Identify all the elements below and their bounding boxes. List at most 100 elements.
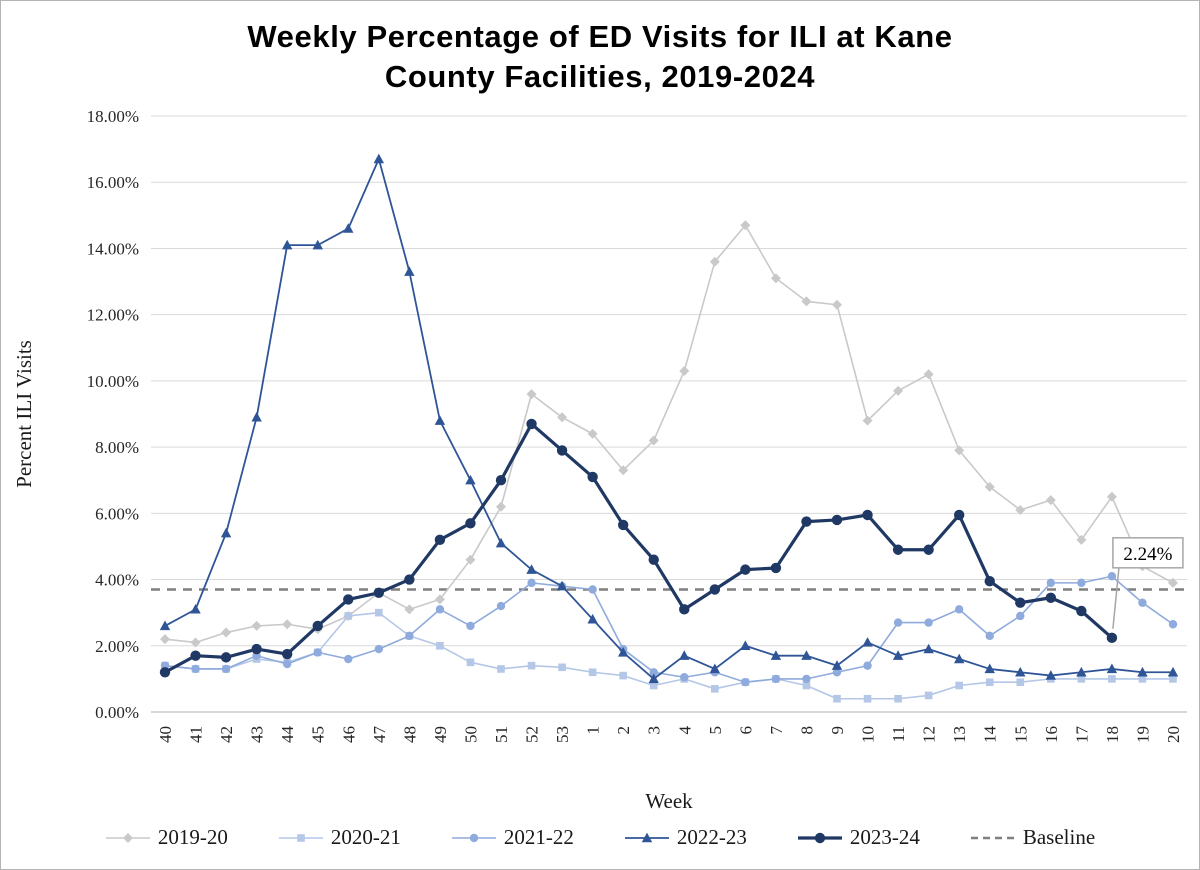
marker-triangle — [923, 644, 934, 654]
chart-title-line1: Weekly Percentage of ED Visits for ILI a… — [247, 19, 953, 54]
marker-diamond — [404, 604, 415, 615]
x-tick-label: 14 — [981, 726, 1000, 744]
y-tick-label: 12.00% — [87, 306, 139, 325]
marker-circle — [648, 554, 659, 566]
marker-diamond — [679, 366, 690, 377]
y-tick-label: 10.00% — [87, 372, 139, 391]
annotation-leader-line — [1112, 568, 1120, 630]
marker-square — [375, 609, 383, 617]
annotation-box — [1112, 537, 1184, 569]
marker-circle — [313, 648, 322, 657]
marker-circle — [159, 667, 171, 678]
marker-circle — [465, 518, 476, 529]
y-tick-label: 2.00% — [95, 637, 139, 656]
x-tick-label: 15 — [1011, 726, 1030, 743]
marker-triangle — [770, 650, 782, 661]
x-tick-label: 4 — [675, 726, 694, 735]
marker-circle — [1138, 598, 1147, 608]
x-tick-label: 52 — [523, 726, 542, 743]
marker-square — [1108, 675, 1116, 684]
marker-circle — [617, 520, 629, 531]
marker-square — [802, 682, 811, 690]
x-axis-title: Week — [645, 789, 693, 812]
marker-circle — [1106, 632, 1118, 644]
legend-item-baseline: Baseline — [970, 825, 1095, 850]
marker-square — [863, 695, 872, 703]
chart-legend: 2019-20 2020-21 2021-22 2022-23 2023-24 Basel… — [1, 825, 1199, 850]
marker-square — [1138, 675, 1147, 684]
marker-circle — [190, 650, 201, 662]
marker-square — [985, 678, 994, 687]
marker-circle — [587, 472, 598, 483]
marker-triangle — [1076, 667, 1087, 677]
x-tick-label: 2 — [614, 726, 633, 735]
marker-circle — [985, 631, 994, 641]
legend-swatch-icon — [624, 832, 669, 843]
marker-diamond — [740, 220, 751, 231]
x-tick-label: 45 — [309, 726, 328, 743]
x-tick-label: 44 — [278, 726, 297, 744]
marker-square — [711, 685, 719, 693]
marker-triangle — [312, 240, 323, 250]
marker-diamond — [1015, 505, 1026, 516]
marker-triangle — [862, 637, 873, 648]
marker-circle — [1107, 572, 1117, 581]
marker-diamond — [526, 389, 537, 400]
marker-diamond — [434, 594, 445, 605]
marker-square — [527, 662, 536, 670]
marker-triangle — [740, 640, 751, 651]
marker-diamond — [496, 502, 506, 513]
legend-item-2022-23: 2022-23 — [624, 825, 747, 850]
marker-triangle — [373, 153, 385, 164]
marker-circle — [892, 544, 904, 556]
marker-circle — [740, 564, 751, 576]
marker-triangle — [190, 604, 201, 614]
marker-circle — [404, 574, 415, 586]
marker-circle — [741, 678, 750, 687]
x-tick-label: 49 — [431, 726, 450, 743]
marker-circle — [343, 594, 354, 605]
chart-title-line2: County Facilities, 2019-2024 — [384, 58, 816, 94]
marker-circle — [863, 661, 872, 671]
marker-circle — [344, 655, 353, 664]
marker-circle — [434, 534, 446, 546]
marker-circle — [770, 563, 782, 574]
marker-circle — [191, 665, 200, 674]
marker-diamond — [557, 412, 568, 423]
y-tick-label: 18.00% — [87, 107, 139, 126]
x-tick-label: 7 — [767, 726, 786, 735]
marker-triangle — [434, 415, 446, 426]
marker-diamond — [862, 415, 873, 426]
marker-circle — [924, 618, 933, 628]
marker-square — [1016, 678, 1025, 687]
marker-circle — [282, 660, 292, 669]
marker-circle — [373, 587, 385, 599]
x-tick-label: 12 — [920, 726, 939, 743]
marker-circle — [984, 576, 995, 587]
marker-diamond — [587, 429, 598, 440]
marker-triangle — [281, 240, 293, 250]
marker-circle — [679, 604, 690, 615]
marker-diamond — [923, 369, 934, 380]
marker-triangle — [641, 832, 653, 843]
marker-diamond — [1168, 578, 1178, 589]
marker-square — [894, 695, 902, 703]
x-tick-label: 11 — [889, 726, 908, 742]
marker-triangle — [831, 660, 843, 671]
x-tick-label: 20 — [1164, 726, 1183, 743]
x-tick-label: 18 — [1103, 726, 1122, 743]
marker-square — [466, 658, 475, 667]
x-tick-label: 50 — [461, 726, 480, 743]
x-tick-label: 1 — [584, 726, 603, 735]
marker-circle — [801, 516, 812, 528]
x-tick-label: 5 — [706, 726, 725, 735]
marker-triangle — [648, 673, 659, 684]
marker-circle — [1077, 579, 1086, 588]
marker-square — [619, 672, 627, 680]
marker-circle — [1016, 612, 1025, 621]
marker-square — [344, 612, 353, 621]
y-tick-label: 0.00% — [95, 703, 139, 722]
marker-diamond — [709, 257, 720, 268]
marker-circle — [680, 673, 689, 682]
